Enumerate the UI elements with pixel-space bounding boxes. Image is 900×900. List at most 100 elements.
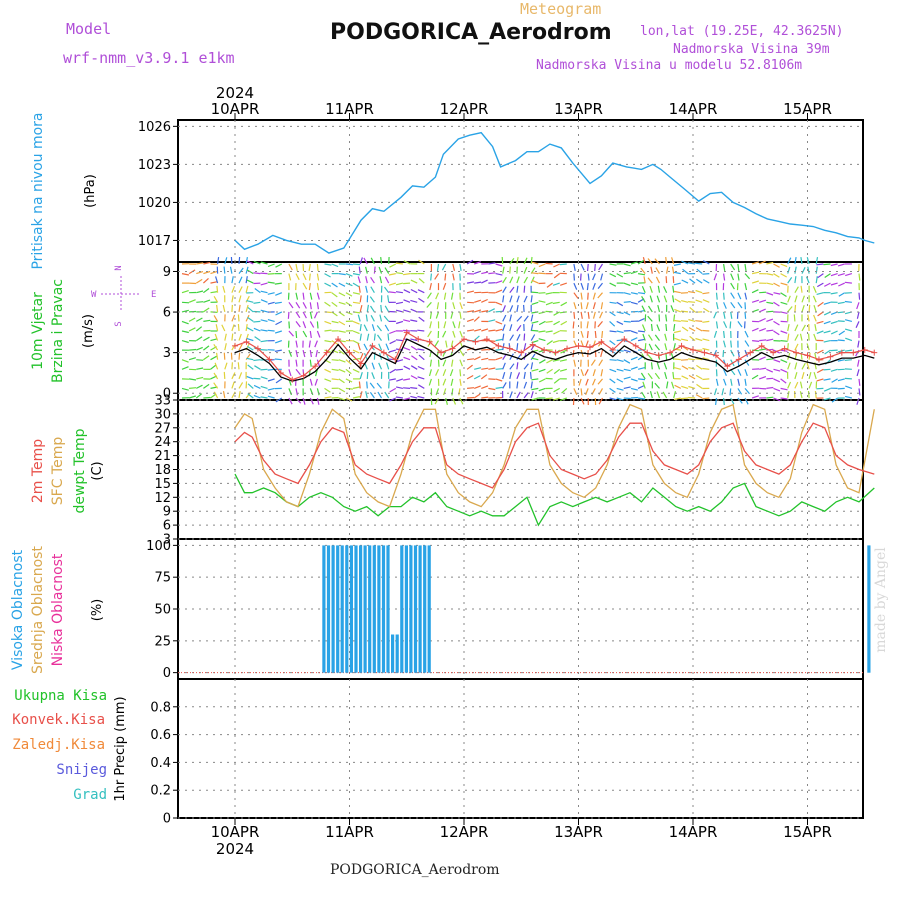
wind-vector — [808, 381, 813, 389]
wind-ytick-label-3: 9 — [163, 265, 171, 280]
wind-vector — [670, 305, 675, 313]
wind-vector — [502, 382, 507, 389]
wind-vector — [751, 299, 759, 303]
wind-vector — [403, 378, 411, 381]
wind-vector — [545, 292, 553, 295]
wind-vector — [203, 307, 210, 313]
wind-vector — [780, 273, 787, 278]
wind-vector — [260, 340, 268, 343]
wind-vector — [260, 282, 268, 286]
wind-vector — [516, 372, 521, 380]
wind-vector — [203, 299, 211, 303]
wind-vector — [495, 378, 503, 382]
wind-vector — [370, 315, 375, 322]
wind-vector — [780, 263, 788, 268]
wind-vector — [488, 367, 496, 370]
wind-vector — [650, 362, 653, 370]
wind-vector — [585, 302, 589, 310]
wind-vector — [623, 359, 631, 364]
wind-vector — [808, 333, 810, 341]
wind-vector — [238, 382, 244, 389]
wind-vector — [665, 323, 668, 332]
cloud-high-bar — [359, 545, 363, 673]
wind-vector — [680, 320, 689, 322]
cloud-high-bar — [372, 545, 376, 673]
wind-vector — [722, 350, 725, 358]
wind-vector — [787, 266, 791, 274]
wind-vector — [673, 358, 681, 361]
temperature-ytick-label-3: 12 — [154, 491, 171, 506]
wind-vector — [338, 378, 345, 384]
wind-vector — [723, 263, 726, 271]
wind-vector — [630, 387, 638, 391]
wind-vector — [816, 349, 824, 354]
wind-vector — [338, 320, 346, 326]
wind-vector — [837, 273, 845, 277]
wind-vector — [302, 273, 307, 281]
wind-vector — [759, 348, 767, 351]
wind-vector — [759, 299, 767, 303]
wind-vector — [545, 262, 553, 265]
wind-vector — [598, 263, 604, 271]
wind-vector — [649, 295, 653, 303]
wind-vector — [357, 276, 361, 284]
wind-vector — [267, 329, 275, 332]
wind-vector — [253, 272, 261, 275]
wind-vector — [553, 273, 561, 279]
wind-vector — [560, 301, 568, 307]
wind-vector — [260, 368, 268, 371]
wind-vector — [429, 321, 432, 329]
cloud-high-bar — [322, 545, 326, 673]
wind-vector — [410, 319, 418, 322]
wind-vector — [730, 349, 735, 357]
wind-vector — [417, 289, 425, 294]
wind-vector — [664, 333, 668, 341]
wind-vector — [695, 394, 703, 399]
wind-vector — [366, 333, 370, 341]
cloud-high-bar — [404, 545, 408, 673]
wind-vector — [516, 276, 520, 284]
wind-vector — [288, 301, 294, 309]
wind-vector — [436, 302, 440, 310]
wind-vector — [553, 368, 561, 375]
wind-vector — [751, 289, 759, 294]
wind-vector — [237, 362, 240, 370]
wind-vector — [773, 282, 780, 287]
wind-vector — [664, 343, 668, 351]
wind-vector — [181, 301, 190, 304]
wind-vector — [641, 305, 646, 313]
wind-vector — [642, 381, 646, 389]
wind-vector — [352, 263, 361, 266]
wind-vector — [648, 343, 653, 351]
wind-vector — [188, 327, 196, 332]
wind-vector — [530, 256, 533, 265]
wind-vector — [657, 304, 661, 313]
wind-vector — [466, 374, 474, 380]
wind-vector — [331, 282, 338, 288]
wind-vector — [794, 334, 799, 341]
wind-vector — [647, 277, 653, 284]
wind-vector — [815, 256, 819, 265]
wind-vector — [654, 382, 660, 389]
wind-vector — [713, 330, 718, 338]
wind-vector — [488, 262, 496, 265]
wind-vector — [295, 368, 301, 376]
wind-vector — [592, 292, 596, 300]
wind-vector — [538, 300, 546, 303]
wind-vector — [552, 282, 560, 286]
wind-vector — [378, 362, 383, 370]
wind-vector — [315, 349, 318, 358]
wind-vector — [744, 311, 747, 319]
wind-vector — [245, 324, 248, 332]
wind-vector — [590, 359, 596, 366]
wind-vector — [637, 367, 646, 370]
wind-vector — [352, 330, 360, 335]
wind-vector — [245, 295, 250, 303]
wind-vector — [246, 279, 254, 284]
wind-vector — [623, 397, 631, 400]
wind-vector — [585, 340, 589, 348]
model-elevation-label: Nadmorska Visina u modelu 52.8106m — [536, 58, 803, 73]
wind-vector — [238, 304, 241, 312]
wind-vector — [751, 374, 759, 380]
wind-vector — [616, 339, 624, 342]
